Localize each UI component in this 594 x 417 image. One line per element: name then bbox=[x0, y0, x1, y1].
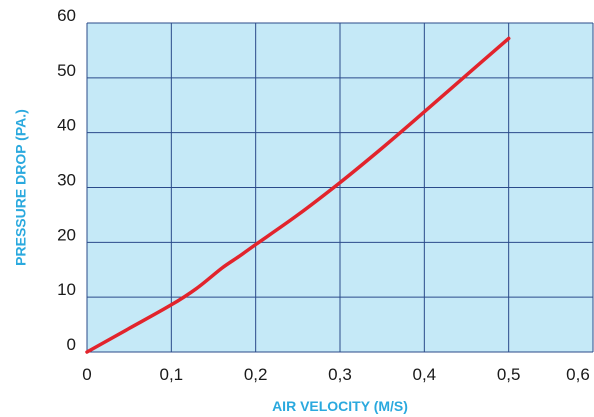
x-axis-title: AIR VELOCITY (M/S) bbox=[272, 398, 408, 414]
y-tick-label: 20 bbox=[57, 225, 76, 244]
x-tick-label: 0 bbox=[82, 365, 91, 384]
x-axis-tick-labels: 0 0,1 0,2 0,3 0,4 0,5 0,6 bbox=[82, 365, 590, 384]
x-tick-label: 0,2 bbox=[244, 365, 268, 384]
x-tick-label: 0,4 bbox=[413, 365, 437, 384]
x-tick-label: 0,3 bbox=[328, 365, 352, 384]
y-tick-label: 10 bbox=[57, 280, 76, 299]
grid-lines bbox=[86, 22, 594, 353]
y-tick-label: 40 bbox=[57, 116, 76, 135]
y-tick-label: 0 bbox=[67, 335, 76, 354]
x-tick-label: 0,6 bbox=[566, 365, 590, 384]
series-line-pressure-drop bbox=[85, 36, 511, 354]
y-axis-title: PRESSURE DROP (PA.) bbox=[13, 109, 29, 266]
y-tick-label: 60 bbox=[57, 6, 76, 25]
y-tick-label: 30 bbox=[57, 171, 76, 190]
x-tick-label: 0,5 bbox=[497, 365, 521, 384]
x-tick-label: 0,1 bbox=[160, 365, 184, 384]
y-axis-tick-labels: 0 10 20 30 40 50 60 bbox=[57, 6, 76, 354]
y-tick-label: 50 bbox=[57, 61, 76, 80]
